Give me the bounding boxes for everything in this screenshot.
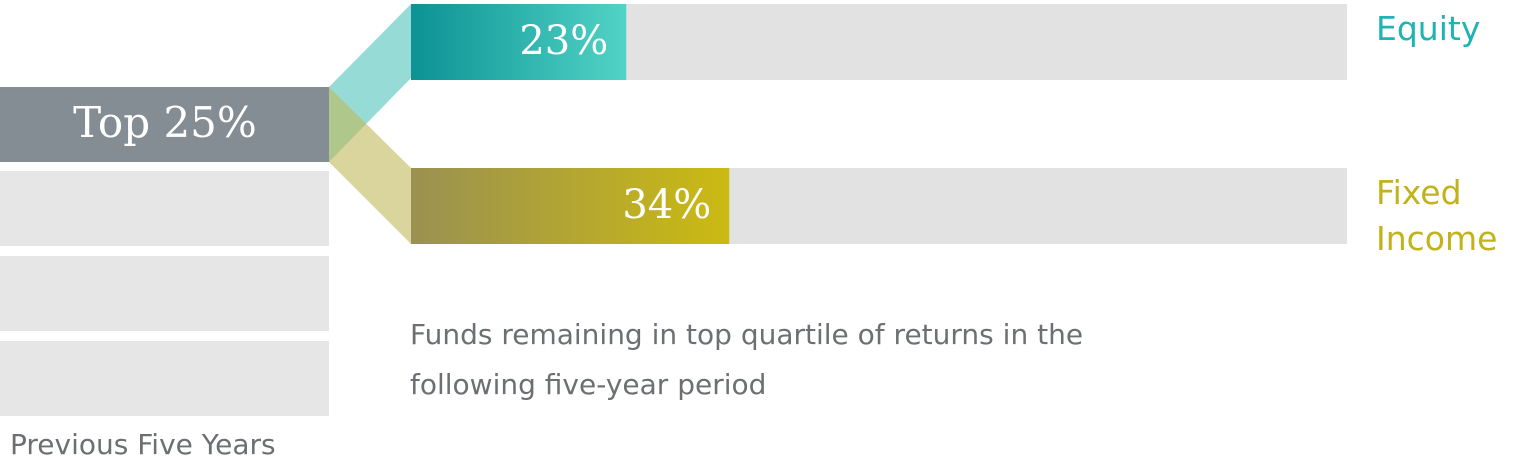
value-label: 23% — [519, 18, 608, 64]
value-label: 34% — [622, 182, 711, 228]
category-label: Fixed Income — [1376, 173, 1498, 258]
annotation: Funds remaining in top quartile of retur… — [410, 318, 1084, 401]
quartile-box — [0, 171, 329, 246]
quartile-box — [0, 256, 329, 331]
caption: Previous Five Years — [10, 428, 276, 461]
category-label: Equity — [1376, 9, 1481, 48]
top-label: Top 25% — [73, 98, 257, 147]
bar — [411, 168, 730, 244]
top-quartile-box — [0, 87, 329, 162]
bar — [411, 4, 627, 80]
quartile-box — [0, 341, 329, 416]
connector — [329, 87, 411, 244]
